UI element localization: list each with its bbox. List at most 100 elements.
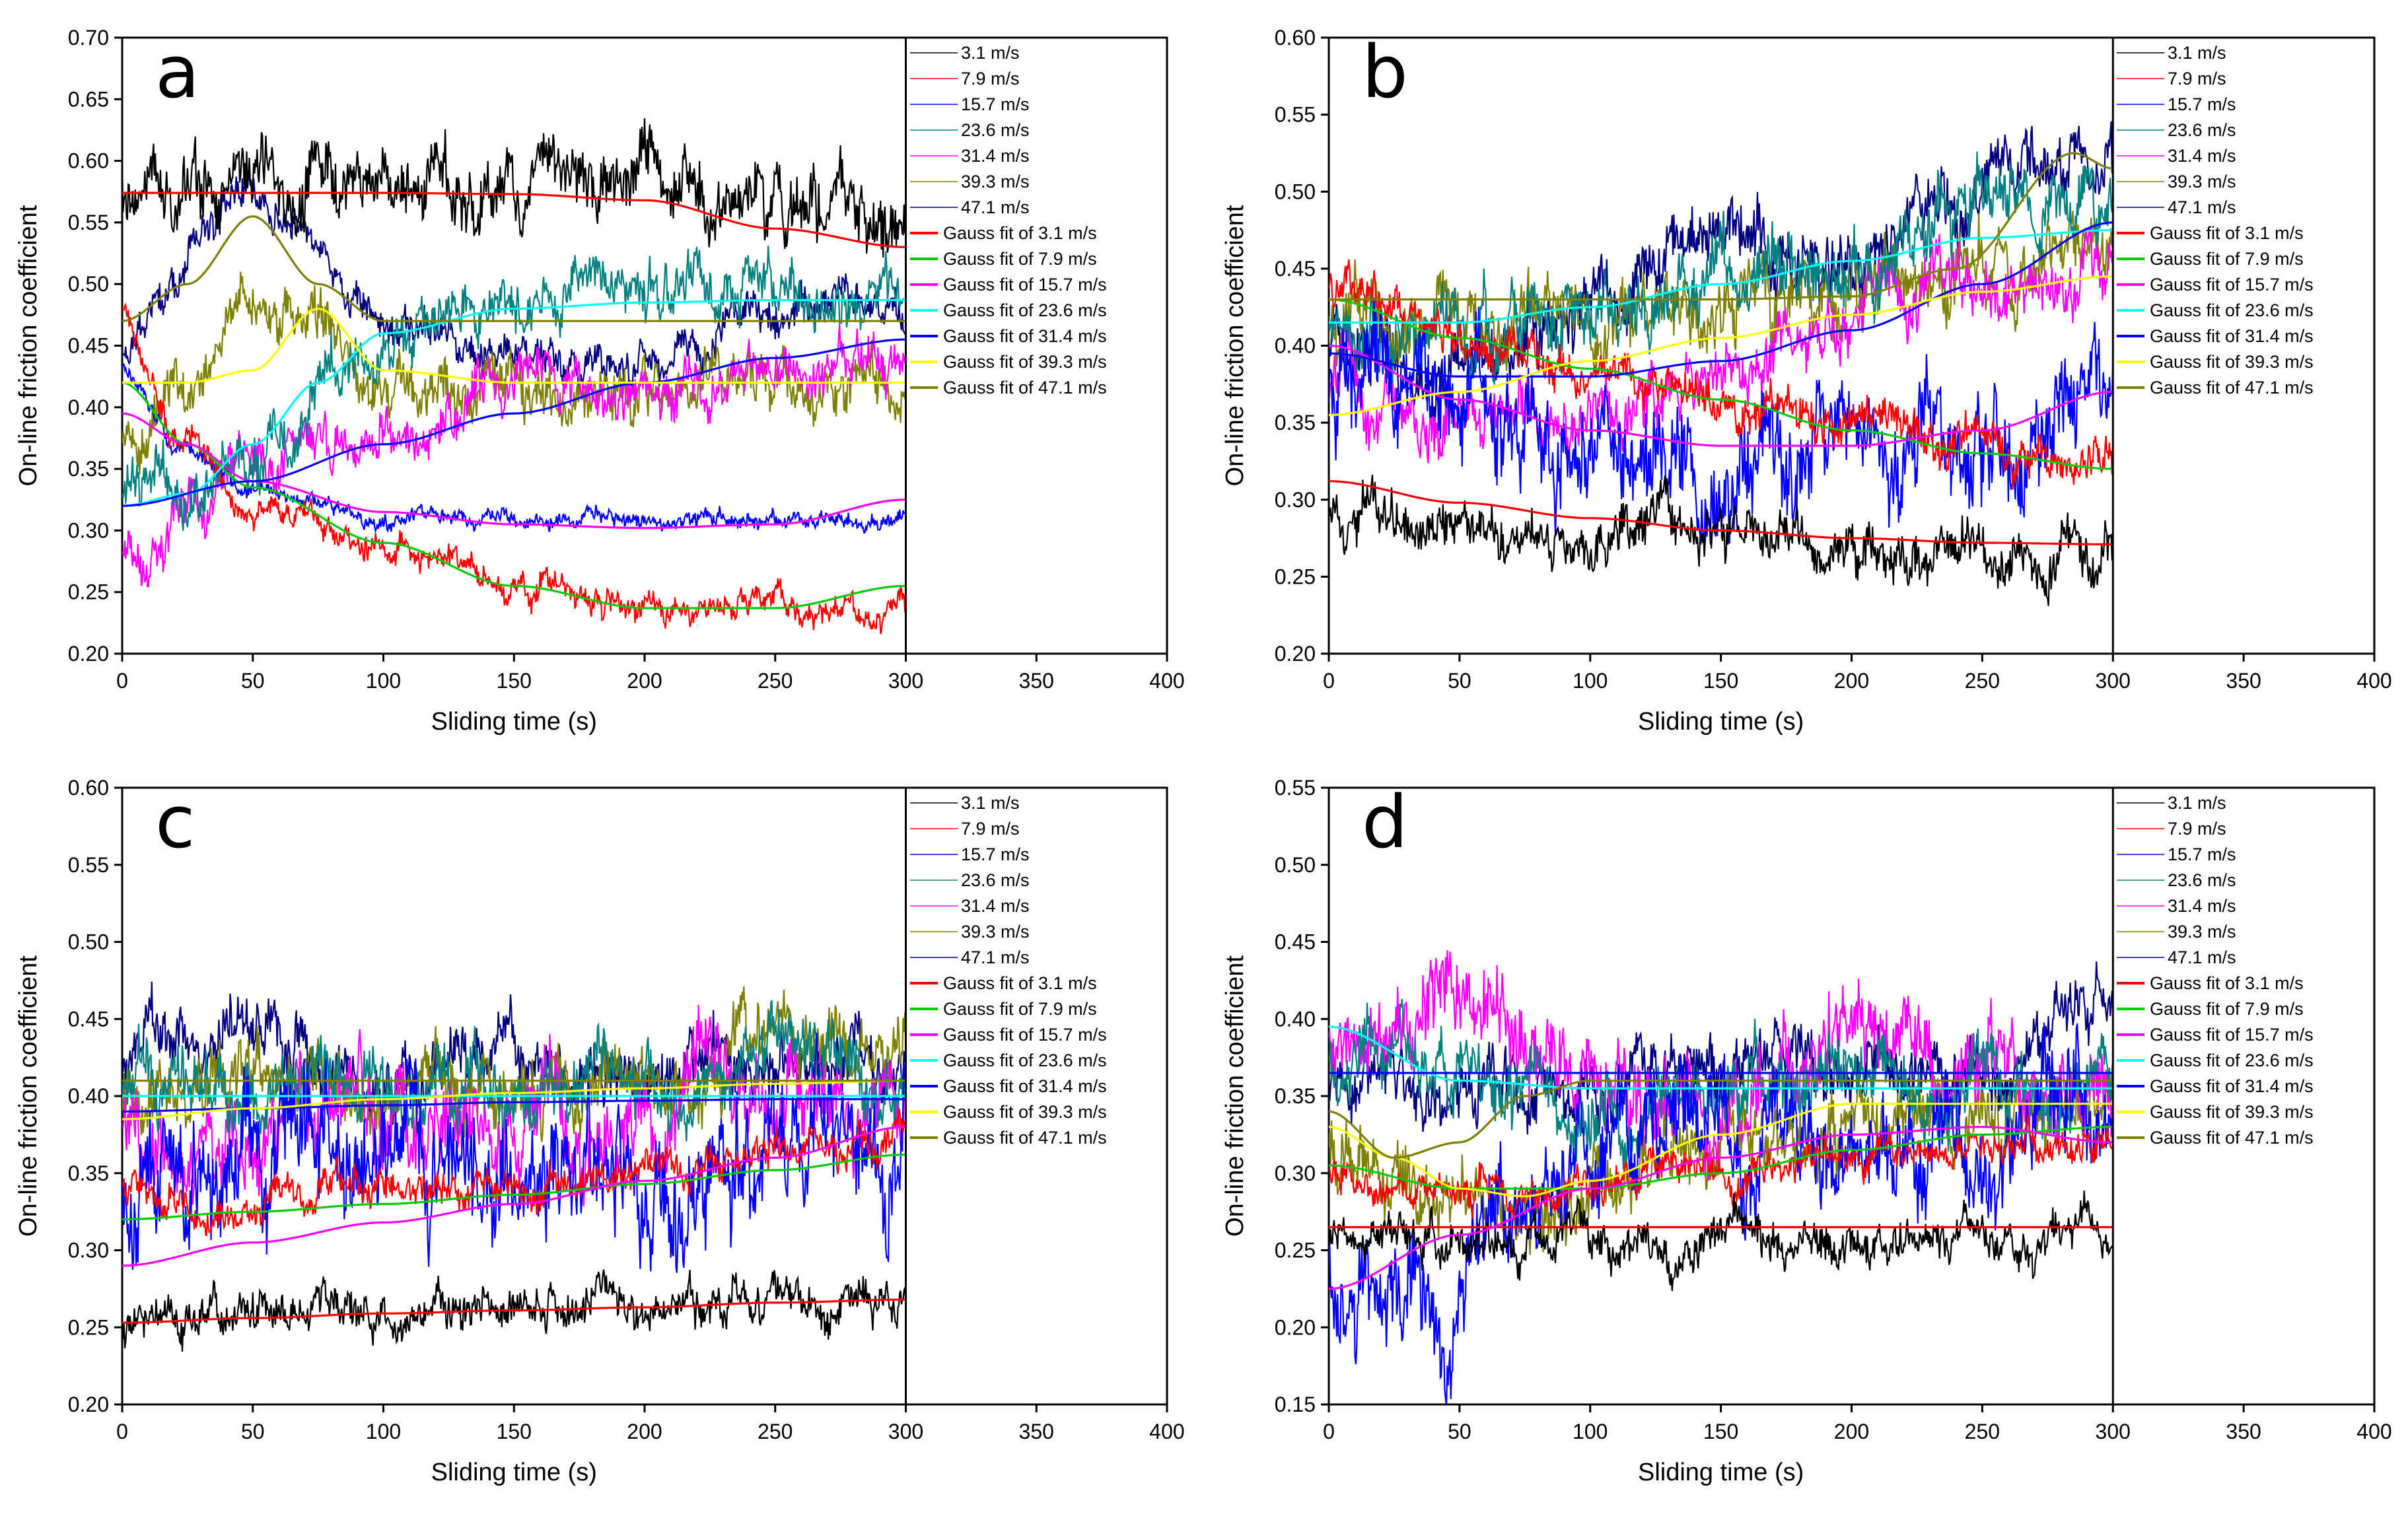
legend-label: 7.9 m/s — [961, 819, 1020, 839]
legend-label: Gauss fit of 7.9 m/s — [943, 249, 1097, 269]
y-tick-label: 0.20 — [68, 1393, 109, 1416]
legend-label: 31.4 m/s — [2168, 146, 2236, 166]
y-tick-label: 0.45 — [1275, 257, 1316, 281]
series-line-31-4-m-s — [122, 324, 906, 588]
legend-label: 47.1 m/s — [2168, 197, 2236, 217]
x-tick-label: 350 — [2226, 1420, 2261, 1443]
x-tick-label: 50 — [241, 1420, 265, 1443]
y-tick-label: 0.50 — [68, 930, 109, 954]
y-tick-label: 0.55 — [68, 211, 109, 234]
x-tick-label: 300 — [2096, 1420, 2131, 1443]
legend-label: 23.6 m/s — [961, 870, 1030, 890]
legend-label: Gauss fit of 15.7 m/s — [943, 275, 1107, 294]
panel-b: 0 50 100 150 200 250 300 350 400 0.20 0.25 0.30 0.35… — [1221, 26, 2392, 736]
x-tick-label: 200 — [627, 1420, 662, 1443]
y-tick-label: 0.60 — [68, 776, 109, 800]
legend-label: Gauss fit of 39.3 m/s — [943, 1102, 1107, 1122]
legend-label: Gauss fit of 7.9 m/s — [943, 999, 1097, 1019]
x-tick-label: 400 — [1149, 1420, 1184, 1443]
legend-label: 39.3 m/s — [961, 172, 1030, 191]
fit-line-Gauss-fit-of-15-7-m-s — [122, 1126, 906, 1267]
x-tick-label: 0 — [1323, 669, 1335, 693]
x-axis-label: Sliding time (s) — [431, 1459, 597, 1486]
legend-label: 7.9 m/s — [961, 69, 1020, 88]
y-tick-label: 0.70 — [68, 26, 109, 50]
y-axis-label: On-line friction coefficient — [1221, 955, 1249, 1237]
legend-label: 47.1 m/s — [961, 197, 1030, 217]
legend-label: Gauss fit of 39.3 m/s — [943, 352, 1107, 372]
legend-label: Gauss fit of 15.7 m/s — [2150, 1025, 2314, 1045]
legend-label: 15.7 m/s — [2168, 94, 2236, 114]
x-tick-label: 50 — [1448, 1420, 1471, 1443]
legend-label: 7.9 m/s — [2168, 819, 2226, 839]
legend-label: Gauss fit of 23.6 m/s — [943, 1051, 1107, 1070]
legend-label: 15.7 m/s — [961, 845, 1030, 864]
series-line-7-9-m-s — [122, 302, 906, 635]
series-line-3-1-m-s — [122, 1269, 906, 1352]
x-tick-label: 150 — [497, 669, 532, 693]
legend-label: 3.1 m/s — [2168, 793, 2226, 813]
legend-label: Gauss fit of 47.1 m/s — [943, 378, 1107, 397]
legend-label: Gauss fit of 47.1 m/s — [2150, 378, 2314, 397]
legend-label: 3.1 m/s — [961, 43, 1020, 63]
fit-line-Gauss-fit-of-39-3-m-s — [122, 307, 906, 384]
x-tick-label: 300 — [2096, 669, 2131, 693]
fit-line-Gauss-fit-of-47-1-m-s — [1329, 1080, 2113, 1159]
legend-label: Gauss fit of 31.4 m/s — [943, 326, 1107, 346]
x-axis-label: Sliding time (s) — [1638, 708, 1804, 736]
y-tick-label: 0.25 — [1275, 1239, 1316, 1262]
fit-line-Gauss-fit-of-3-1-m-s — [1329, 480, 2113, 545]
fit-line-Gauss-fit-of-15-7-m-s — [1329, 1126, 2113, 1290]
x-tick-label: 200 — [1834, 669, 1869, 693]
panel-letter: d — [1362, 780, 1408, 864]
y-tick-label: 0.15 — [1275, 1393, 1316, 1416]
series-line-47-1-m-s — [122, 981, 906, 1125]
fit-line-Gauss-fit-of-47-1-m-s — [1329, 152, 2113, 301]
y-tick-label: 0.40 — [1275, 334, 1316, 358]
y-tick-label: 0.65 — [68, 87, 109, 111]
y-tick-label: 0.25 — [1275, 565, 1316, 588]
fit-line-Gauss-fit-of-23-6-m-s — [122, 298, 906, 507]
data-layer — [1329, 949, 2113, 1404]
x-axis-label: Sliding time (s) — [431, 708, 597, 736]
panel-letter: b — [1362, 30, 1408, 114]
legend-label: 39.3 m/s — [961, 922, 1030, 942]
y-tick-label: 0.40 — [1275, 1007, 1316, 1031]
series-line-39-3-m-s — [1329, 209, 2113, 378]
panel-d: 0 50 100 150 200 250 300 350 400 0.15 0.20 0.25 0.30… — [1221, 776, 2392, 1486]
y-axis-label: On-line friction coefficient — [1221, 205, 1249, 486]
fit-line-Gauss-fit-of-7-9-m-s — [122, 1154, 906, 1221]
legend-label: Gauss fit of 23.6 m/s — [2150, 300, 2314, 320]
x-tick-label: 250 — [758, 669, 793, 693]
legend-label: Gauss fit of 47.1 m/s — [2150, 1128, 2314, 1148]
data-layer — [122, 981, 906, 1352]
y-tick-label: 0.25 — [68, 580, 109, 604]
legend-label: Gauss fit of 7.9 m/s — [2150, 249, 2304, 269]
x-tick-label: 400 — [1149, 669, 1184, 693]
legend-label: 23.6 m/s — [961, 120, 1030, 140]
legend-label: 31.4 m/s — [961, 896, 1030, 916]
legend: 3.1 m/s 7.9 m/s 15.7 m/s 23.6 m/s 31.4 m/s 39… — [910, 43, 1107, 397]
legend-label: 3.1 m/s — [2168, 43, 2226, 63]
x-tick-label: 0 — [116, 669, 128, 693]
fit-line-Gauss-fit-of-39-3-m-s — [1329, 275, 2113, 417]
x-tick-label: 0 — [116, 1420, 128, 1443]
panel-letter: a — [155, 30, 199, 114]
legend-label: 47.1 m/s — [961, 948, 1030, 967]
x-tick-label: 300 — [888, 1420, 923, 1443]
series-line-23-6-m-s — [122, 246, 906, 531]
legend-label: Gauss fit of 3.1 m/s — [943, 223, 1097, 243]
legend-label: 39.3 m/s — [2168, 922, 2236, 942]
legend: 3.1 m/s 7.9 m/s 15.7 m/s 23.6 m/s 31.4 m/s 39… — [2117, 793, 2314, 1148]
x-tick-label: 250 — [1965, 669, 2000, 693]
legend-label: Gauss fit of 3.1 m/s — [2150, 973, 2304, 993]
legend-label: Gauss fit of 23.6 m/s — [2150, 1051, 2314, 1070]
legend-label: 39.3 m/s — [2168, 172, 2236, 191]
series-line-31-4-m-s — [1329, 226, 2113, 464]
x-tick-label: 50 — [1448, 669, 1471, 693]
x-tick-label: 150 — [1703, 669, 1738, 693]
x-tick-label: 400 — [2356, 1420, 2391, 1443]
x-tick-label: 150 — [1703, 1420, 1738, 1443]
legend-label: Gauss fit of 31.4 m/s — [2150, 326, 2314, 346]
x-tick-label: 100 — [366, 669, 401, 693]
